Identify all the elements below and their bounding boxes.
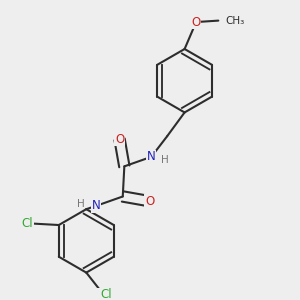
Text: CH₃: CH₃ <box>226 16 245 26</box>
Text: H: H <box>161 155 169 165</box>
Text: Cl: Cl <box>22 217 33 230</box>
Text: O: O <box>191 16 201 28</box>
Text: N: N <box>92 200 100 212</box>
Text: N: N <box>147 150 156 163</box>
Text: Cl: Cl <box>101 288 112 300</box>
Text: H: H <box>77 199 85 209</box>
Text: O: O <box>145 195 154 208</box>
Text: O: O <box>115 133 124 146</box>
